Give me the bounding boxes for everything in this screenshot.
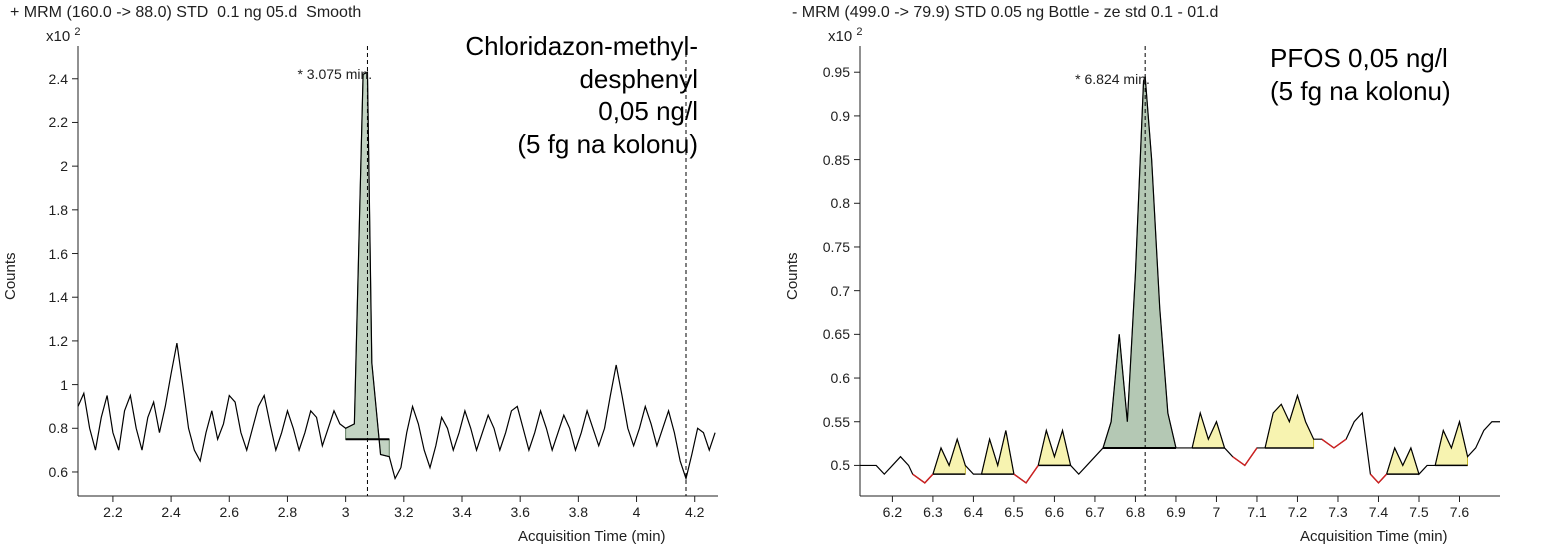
- y-tick-label: 0.95: [810, 64, 850, 80]
- x-tick-label: 6.3: [923, 504, 942, 520]
- y-tick-label: 0.6: [810, 370, 850, 386]
- x-tick-label: 6.4: [964, 504, 983, 520]
- plot-area-right: 6.26.36.46.56.66.76.86.977.17.27.37.47.5…: [860, 46, 1500, 496]
- x-tick-label: 3: [342, 504, 350, 520]
- y-exponent-right: x10 2: [828, 26, 862, 45]
- y-tick-label: 0.65: [810, 326, 850, 342]
- x-tick-label: 7: [1213, 504, 1221, 520]
- x-tick-label: 6.5: [1004, 504, 1023, 520]
- x-tick-label: 4.2: [685, 504, 704, 520]
- x-tick-label: 7.6: [1450, 504, 1469, 520]
- x-tick-label: 7.5: [1409, 504, 1428, 520]
- y-tick-label: 0.8: [28, 420, 68, 436]
- chart-title-right: - MRM (499.0 -> 79.9) STD 0.05 ng Bottle…: [792, 4, 1218, 22]
- x-tick-label: 7.1: [1247, 504, 1266, 520]
- y-tick-label: 0.8: [810, 195, 850, 211]
- x-tick-label: 3.2: [394, 504, 413, 520]
- x-tick-label: 2.8: [278, 504, 297, 520]
- x-tick-label: 3.6: [510, 504, 529, 520]
- y-tick-label: 1.2: [28, 333, 68, 349]
- y-tick-label: 2.2: [28, 114, 68, 130]
- y-tick-label: 0.85: [810, 152, 850, 168]
- y-tick-label: 1: [28, 377, 68, 393]
- y-exp-base-left: x10: [46, 28, 70, 45]
- y-exp-base-right: x10: [828, 28, 852, 45]
- x-tick-label: 3.8: [569, 504, 588, 520]
- x-tick-label: 7.2: [1288, 504, 1307, 520]
- y-tick-label: 0.55: [810, 414, 850, 430]
- compound-annotation-left: Chloridazon-methyl- desphenyl 0,05 ng/l …: [465, 30, 698, 160]
- x-axis-label-left: Acquisition Time (min): [518, 528, 666, 545]
- y-tick-label: 2.4: [28, 71, 68, 87]
- x-tick-label: 7.3: [1328, 504, 1347, 520]
- x-tick-label: 6.8: [1126, 504, 1145, 520]
- y-axis-label-right: Counts: [784, 252, 801, 300]
- compound-annotation-right: PFOS 0,05 ng/l (5 fg na kolonu): [1270, 42, 1451, 107]
- y-exp-sup-right: 2: [856, 26, 862, 38]
- x-tick-label: 3.4: [452, 504, 471, 520]
- x-tick-label: 4: [633, 504, 641, 520]
- y-tick-label: 0.9: [810, 108, 850, 124]
- y-tick-label: 0.6: [28, 464, 68, 480]
- x-tick-label: 2.6: [220, 504, 239, 520]
- x-axis-label-right: Acquisition Time (min): [1300, 528, 1448, 545]
- y-exp-sup-left: 2: [74, 26, 80, 38]
- y-tick-label: 0.5: [810, 457, 850, 473]
- x-tick-label: 6.9: [1166, 504, 1185, 520]
- peak-apex-label-left: * 3.075 min.: [297, 66, 372, 82]
- y-tick-label: 0.7: [810, 283, 850, 299]
- x-tick-label: 6.6: [1045, 504, 1064, 520]
- peak-apex-label-right: * 6.824 min.: [1075, 71, 1150, 87]
- y-tick-label: 0.75: [810, 239, 850, 255]
- y-tick-label: 2: [28, 158, 68, 174]
- x-tick-label: 6.7: [1085, 504, 1104, 520]
- chart-title-left: + MRM (160.0 -> 88.0) STD 0.1 ng 05.d Sm…: [10, 4, 361, 22]
- y-tick-label: 1.6: [28, 246, 68, 262]
- x-tick-label: 7.4: [1369, 504, 1388, 520]
- page: + MRM (160.0 -> 88.0) STD 0.1 ng 05.d Sm…: [0, 0, 1552, 551]
- y-tick-label: 1.4: [28, 289, 68, 305]
- y-axis-label-left: Counts: [2, 252, 19, 300]
- x-tick-label: 2.2: [103, 504, 122, 520]
- y-tick-label: 1.8: [28, 202, 68, 218]
- x-tick-label: 6.2: [883, 504, 902, 520]
- y-exponent-left: x10 2: [46, 26, 80, 45]
- panel-right: - MRM (499.0 -> 79.9) STD 0.05 ng Bottle…: [782, 0, 1552, 551]
- panel-left: + MRM (160.0 -> 88.0) STD 0.1 ng 05.d Sm…: [0, 0, 770, 551]
- x-tick-label: 2.4: [161, 504, 180, 520]
